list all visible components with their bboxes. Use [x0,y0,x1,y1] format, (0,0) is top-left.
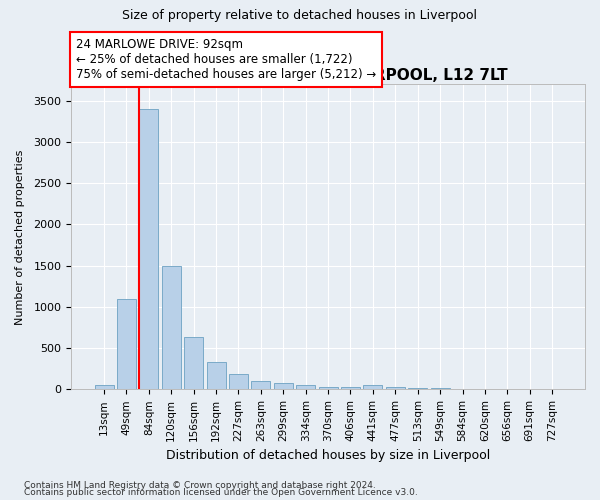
Bar [229,374,248,390]
Bar [184,336,203,390]
Bar [274,382,293,390]
Bar [296,385,315,390]
Bar [139,109,158,390]
Bar [341,387,360,390]
Bar [95,385,113,390]
Bar [319,387,338,390]
Bar [206,362,226,390]
Bar [251,381,271,390]
Bar [431,388,449,390]
Bar [117,298,136,390]
Title: 24, MARLOWE DRIVE, LIVERPOOL, L12 7LT: 24, MARLOWE DRIVE, LIVERPOOL, L12 7LT [148,68,508,83]
Text: Contains HM Land Registry data © Crown copyright and database right 2024.: Contains HM Land Registry data © Crown c… [24,480,376,490]
Bar [408,388,427,390]
Y-axis label: Number of detached properties: Number of detached properties [15,149,25,324]
Bar [364,385,382,390]
Text: Contains public sector information licensed under the Open Government Licence v3: Contains public sector information licen… [24,488,418,497]
Bar [162,266,181,390]
Text: 24 MARLOWE DRIVE: 92sqm
← 25% of detached houses are smaller (1,722)
75% of semi: 24 MARLOWE DRIVE: 92sqm ← 25% of detache… [76,38,377,82]
X-axis label: Distribution of detached houses by size in Liverpool: Distribution of detached houses by size … [166,450,490,462]
Bar [386,388,405,390]
Text: Size of property relative to detached houses in Liverpool: Size of property relative to detached ho… [122,10,478,22]
